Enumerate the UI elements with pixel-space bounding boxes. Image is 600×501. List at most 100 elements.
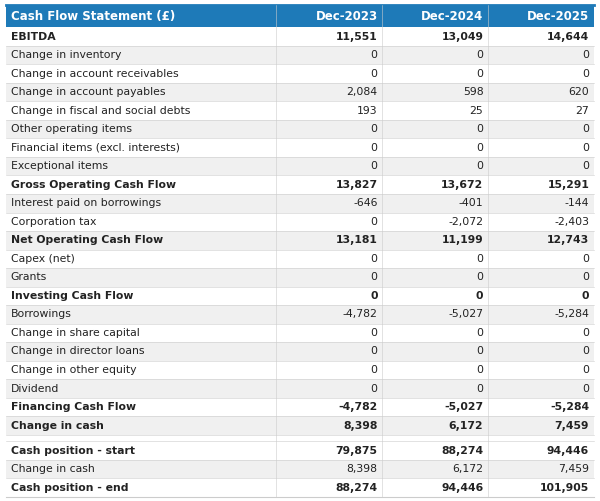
- Text: Other operating items: Other operating items: [11, 124, 132, 134]
- Text: 0: 0: [371, 124, 377, 134]
- Bar: [382, 27, 488, 46]
- Text: Change in account payables: Change in account payables: [11, 87, 166, 97]
- Bar: [6, 268, 277, 287]
- Text: Cash position - start: Cash position - start: [11, 445, 135, 455]
- Bar: [488, 231, 594, 249]
- Text: 0: 0: [371, 273, 377, 283]
- Text: -4,782: -4,782: [343, 310, 377, 320]
- Text: 94,446: 94,446: [547, 445, 589, 455]
- Bar: [382, 5, 488, 27]
- Text: 8,398: 8,398: [343, 420, 377, 430]
- Bar: [6, 287, 277, 305]
- Text: 193: 193: [357, 106, 377, 116]
- Bar: [382, 249, 488, 268]
- Bar: [488, 268, 594, 287]
- Text: 0: 0: [371, 384, 377, 393]
- Bar: [6, 416, 277, 435]
- Bar: [277, 287, 382, 305]
- Text: 0: 0: [582, 384, 589, 393]
- Bar: [382, 361, 488, 379]
- Text: 0: 0: [582, 143, 589, 153]
- Bar: [277, 83, 382, 101]
- Bar: [382, 64, 488, 83]
- Text: Change in other equity: Change in other equity: [11, 365, 136, 375]
- Bar: [488, 416, 594, 435]
- Bar: [277, 175, 382, 194]
- Text: 0: 0: [582, 124, 589, 134]
- Text: Cash position - end: Cash position - end: [11, 482, 128, 492]
- Text: 0: 0: [371, 347, 377, 357]
- Text: -144: -144: [565, 198, 589, 208]
- Text: Dividend: Dividend: [11, 384, 59, 393]
- Text: Dec-2025: Dec-2025: [527, 10, 589, 23]
- Text: 11,551: 11,551: [336, 32, 377, 42]
- Text: 27: 27: [575, 106, 589, 116]
- Bar: [382, 398, 488, 416]
- Text: -5,284: -5,284: [554, 310, 589, 320]
- Text: 0: 0: [371, 365, 377, 375]
- Bar: [6, 231, 277, 249]
- Bar: [277, 64, 382, 83]
- Bar: [488, 175, 594, 194]
- Bar: [382, 120, 488, 138]
- Bar: [277, 249, 382, 268]
- Text: 7,459: 7,459: [555, 420, 589, 430]
- Bar: [6, 478, 277, 497]
- Text: 0: 0: [476, 69, 484, 79]
- Bar: [277, 46, 382, 64]
- Text: 0: 0: [476, 273, 484, 283]
- Text: 0: 0: [371, 143, 377, 153]
- Text: Dec-2024: Dec-2024: [421, 10, 484, 23]
- Text: 0: 0: [476, 328, 484, 338]
- Bar: [6, 342, 277, 361]
- Text: Net Operating Cash Flow: Net Operating Cash Flow: [11, 235, 163, 245]
- Bar: [277, 379, 382, 398]
- Bar: [382, 287, 488, 305]
- Bar: [277, 305, 382, 324]
- Text: -2,072: -2,072: [448, 217, 484, 227]
- Text: -5,027: -5,027: [444, 402, 484, 412]
- Text: 6,172: 6,172: [449, 420, 484, 430]
- Bar: [488, 460, 594, 478]
- Bar: [6, 175, 277, 194]
- Text: 0: 0: [582, 291, 589, 301]
- Text: 0: 0: [476, 254, 484, 264]
- Text: Gross Operating Cash Flow: Gross Operating Cash Flow: [11, 180, 176, 190]
- Bar: [277, 342, 382, 361]
- Text: 0: 0: [476, 50, 484, 60]
- Bar: [277, 441, 382, 460]
- Bar: [277, 138, 382, 157]
- Text: 0: 0: [582, 365, 589, 375]
- Bar: [382, 441, 488, 460]
- Bar: [277, 27, 382, 46]
- Text: 94,446: 94,446: [441, 482, 484, 492]
- Bar: [488, 46, 594, 64]
- Text: Change in cash: Change in cash: [11, 420, 104, 430]
- Bar: [277, 5, 382, 27]
- Text: 0: 0: [370, 291, 377, 301]
- Bar: [277, 416, 382, 435]
- Bar: [277, 120, 382, 138]
- Bar: [6, 305, 277, 324]
- Bar: [382, 416, 488, 435]
- Text: 620: 620: [568, 87, 589, 97]
- Text: Change in cash: Change in cash: [11, 464, 95, 474]
- Bar: [382, 379, 488, 398]
- Bar: [6, 157, 277, 175]
- Text: 598: 598: [463, 87, 484, 97]
- Text: 13,827: 13,827: [335, 180, 377, 190]
- Bar: [488, 212, 594, 231]
- Text: 0: 0: [476, 365, 484, 375]
- Text: 0: 0: [582, 69, 589, 79]
- Text: 0: 0: [476, 291, 484, 301]
- Bar: [488, 157, 594, 175]
- Bar: [6, 5, 277, 27]
- Text: 6,172: 6,172: [452, 464, 484, 474]
- Text: Exceptional items: Exceptional items: [11, 161, 108, 171]
- Text: 11,199: 11,199: [442, 235, 484, 245]
- Text: 0: 0: [371, 254, 377, 264]
- Text: 13,181: 13,181: [335, 235, 377, 245]
- Text: -2,403: -2,403: [554, 217, 589, 227]
- Text: 0: 0: [582, 347, 589, 357]
- Text: EBITDA: EBITDA: [11, 32, 55, 42]
